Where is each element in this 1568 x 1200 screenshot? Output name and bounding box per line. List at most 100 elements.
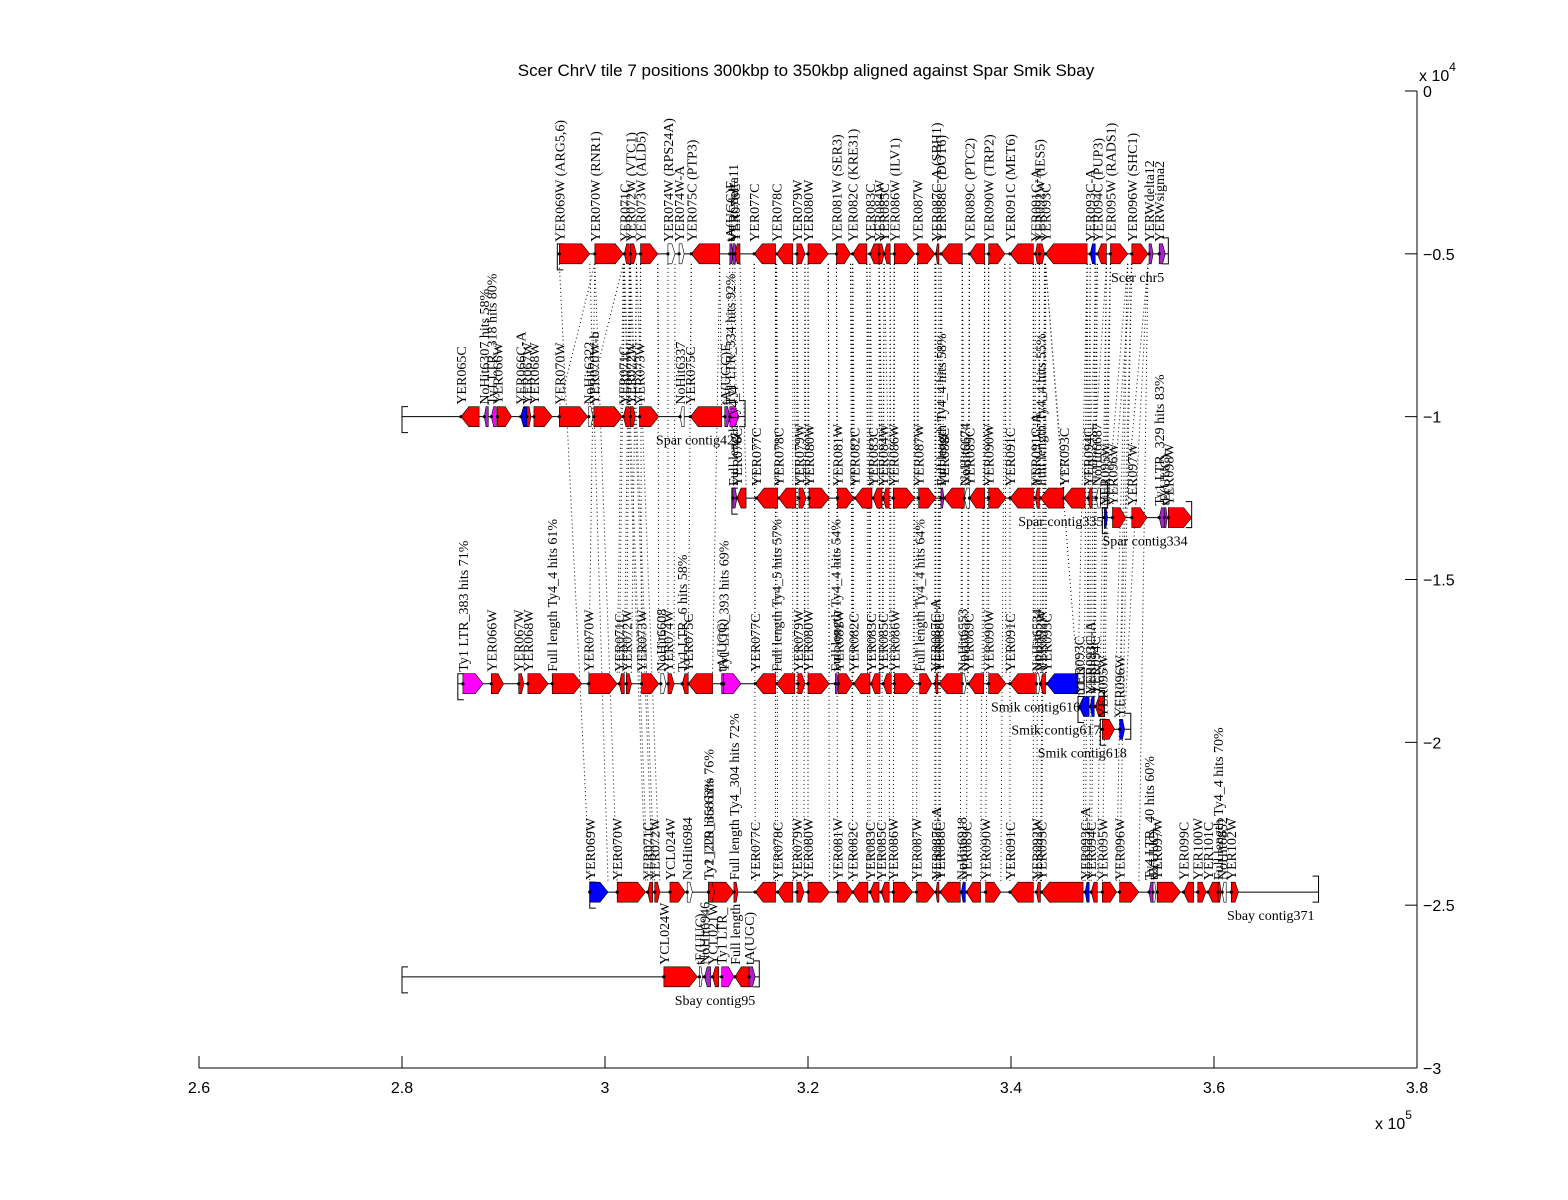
- feature-label: YER087C-A: [930, 806, 945, 880]
- feature-label: tE(UUC): [693, 913, 708, 965]
- feature-label: YER076C: [731, 428, 746, 486]
- feature-label: Ty2_229 hits 63%: [703, 777, 718, 880]
- feature-arrow: [943, 487, 965, 509]
- feature-arrow: [533, 406, 553, 427]
- feature-label: YER091C: [1004, 428, 1019, 486]
- feature-label: Ty1 LTR_: [716, 907, 731, 965]
- alignment-line: [1125, 263, 1149, 508]
- feature-label: YER093C-A: [1084, 621, 1099, 695]
- feature-arrow: [754, 673, 776, 695]
- feature-label: YER086W: [888, 609, 903, 672]
- contig-smik-contig618: YER095W YER096W Smik contig618: [1038, 654, 1132, 761]
- feature-start-dot: [1077, 704, 1081, 709]
- feature-label: YER093C: [1035, 822, 1050, 880]
- alignment-line: [869, 263, 874, 489]
- feature-label: YER099C: [1178, 822, 1193, 880]
- feature-arrow: [679, 406, 685, 427]
- feature-label: Ty1 LTR_329 hits 83%: [1153, 374, 1168, 505]
- feature-start-dot: [1110, 516, 1115, 520]
- alignment-line: [917, 263, 920, 489]
- feature-arrow: [807, 673, 830, 695]
- feature-start-dot: [917, 496, 921, 500]
- feature-arrow: [630, 406, 636, 427]
- feature-label: YER078C: [772, 822, 787, 880]
- feature-label: YER087C-A (SBH1): [930, 122, 945, 242]
- feature-start-dot: [1100, 727, 1104, 731]
- feature-label: NoHit6307 hits 58%: [478, 288, 493, 404]
- feature-start-dot: [1037, 252, 1042, 256]
- feature-arrow: [1035, 243, 1040, 265]
- feature-label: YER065C: [455, 346, 470, 404]
- feature-start-dot: [735, 496, 739, 500]
- feature-start-dot: [871, 496, 875, 500]
- feature-start-dot: [697, 975, 701, 979]
- feature-arrow: [639, 406, 660, 427]
- alignment-line: [807, 263, 810, 489]
- feature-label: NoHit6608: [655, 609, 670, 672]
- feature-arrow: [734, 243, 741, 265]
- feature-arrow: [1078, 696, 1090, 717]
- feature-start-dot: [592, 415, 596, 419]
- feature-arrow: [462, 673, 484, 695]
- feature-arrow: [1197, 881, 1207, 903]
- feature-label: YER087W: [912, 179, 927, 242]
- feature-start-dot: [967, 252, 971, 256]
- feature-start-dot: [1216, 890, 1220, 894]
- feature-start-dot: [666, 682, 670, 686]
- feature-arrow: [654, 881, 661, 903]
- feature-label: YER085C: [875, 822, 890, 880]
- feature-arrow: [708, 881, 715, 903]
- feature-arrow: [559, 406, 589, 427]
- feature-arrow: [961, 673, 967, 695]
- feature-arrow: [1087, 487, 1093, 509]
- alignment-lines: [558, 263, 1149, 883]
- feature-arrow: [838, 673, 854, 695]
- feature-label: NoHit6852: [1216, 817, 1231, 880]
- y-tick-label: −0.5: [1423, 247, 1455, 264]
- feature-start-dot: [587, 415, 591, 419]
- feature-start-dot: [891, 890, 895, 894]
- feature-start-dot: [1034, 890, 1038, 894]
- x-tick-label: 3: [601, 1080, 610, 1097]
- feature-start-dot: [1095, 252, 1099, 256]
- feature-start-dot: [852, 682, 856, 686]
- feature-arrow: [852, 881, 869, 903]
- contigs: YER069W (ARG5,6) YER070W (RNR1) YER071CYER…: [401, 118, 1320, 1009]
- feature-arrow: [988, 487, 1007, 509]
- feature-start-dot: [710, 975, 715, 979]
- feature-label: NoHit6687: [1090, 423, 1105, 486]
- contig-start-bracket: [401, 406, 408, 434]
- feature-start-dot: [869, 682, 873, 686]
- feature-label: YER089C: [960, 822, 975, 880]
- feature-start-dot: [646, 890, 650, 894]
- feature-label: YER093C-A: [1084, 168, 1099, 242]
- feature-start-dot: [593, 252, 597, 256]
- feature-arrow: [669, 881, 686, 903]
- alignment-line: [625, 263, 631, 674]
- feature-label: YER092W: [1034, 609, 1049, 672]
- feature-start-dot: [960, 682, 964, 686]
- alignment-line: [940, 263, 945, 489]
- feature-arrow: [1009, 487, 1034, 509]
- feature-arrow: [483, 406, 489, 427]
- feature-arrow: [808, 487, 830, 509]
- feature-arrow: [1119, 881, 1140, 903]
- feature-start-dot: [1206, 890, 1210, 894]
- feature-arrow: [878, 243, 885, 265]
- feature-label: YER080W: [802, 179, 817, 242]
- feature-label: YER093C: [1041, 613, 1056, 671]
- feature-label: YER072W: [620, 609, 635, 672]
- feature-start-dot: [868, 890, 872, 894]
- feature-label: YER094C: [1085, 822, 1100, 880]
- feature-start-dot: [1083, 890, 1087, 894]
- feature-label: YER085C: [877, 613, 892, 671]
- feature-label: YER074W (RPS24A): [662, 118, 677, 242]
- feature-arrow: [893, 243, 915, 265]
- feature-start-dot: [942, 496, 946, 500]
- feature-label: YER098W: [1162, 443, 1177, 506]
- contig-start-bracket: [401, 966, 408, 994]
- feature-label: YERWdelta12: [1143, 160, 1158, 242]
- feature-label: YER083C: [864, 183, 879, 241]
